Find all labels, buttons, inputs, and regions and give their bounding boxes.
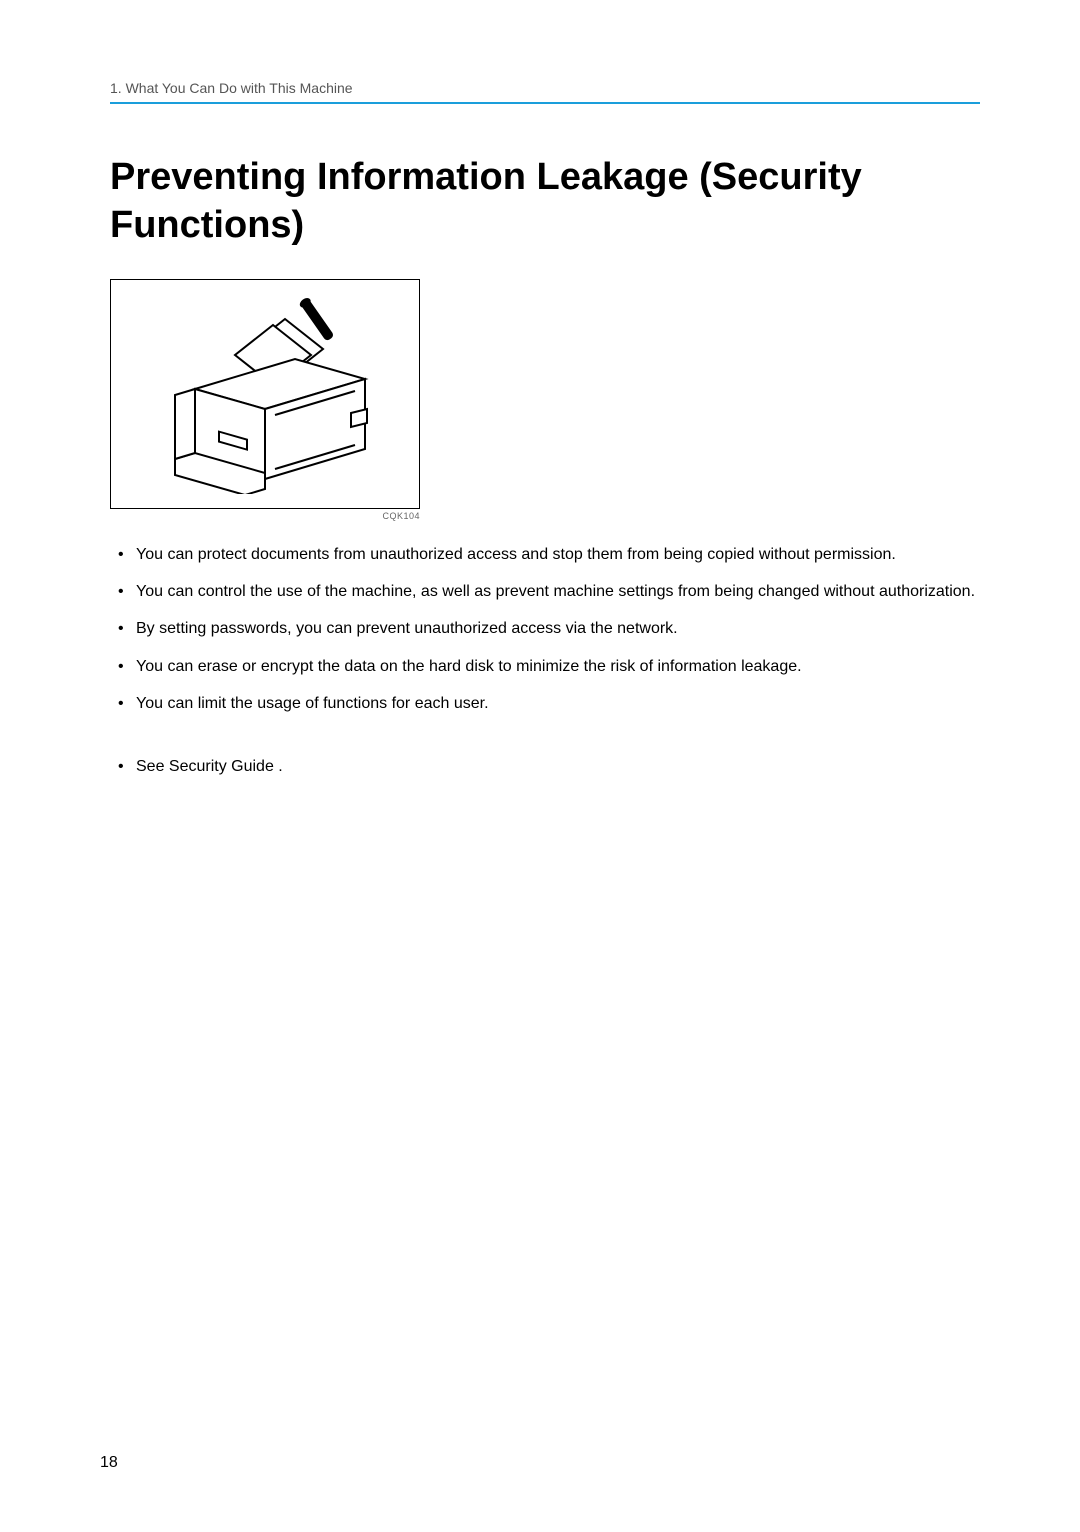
list-item: See Security Guide . [136, 753, 980, 780]
printer-security-icon [135, 294, 395, 494]
header-rule [110, 102, 980, 104]
list-item: You can control the use of the machine, … [136, 578, 980, 605]
page-number: 18 [100, 1454, 118, 1472]
feature-list: You can protect documents from unauthori… [110, 541, 980, 717]
list-item: You can limit the usage of functions for… [136, 690, 980, 717]
list-item: By setting passwords, you can prevent un… [136, 615, 980, 642]
figure-caption: CQK104 [110, 511, 420, 521]
chapter-header: 1. What You Can Do with This Machine [110, 80, 980, 96]
page-title: Preventing Information Leakage (Security… [110, 154, 980, 249]
reference-list: See Security Guide . [110, 753, 980, 780]
figure-container: CQK104 [110, 279, 980, 521]
list-item: You can erase or encrypt the data on the… [136, 653, 980, 680]
list-item: You can protect documents from unauthori… [136, 541, 980, 568]
figure-box [110, 279, 420, 509]
